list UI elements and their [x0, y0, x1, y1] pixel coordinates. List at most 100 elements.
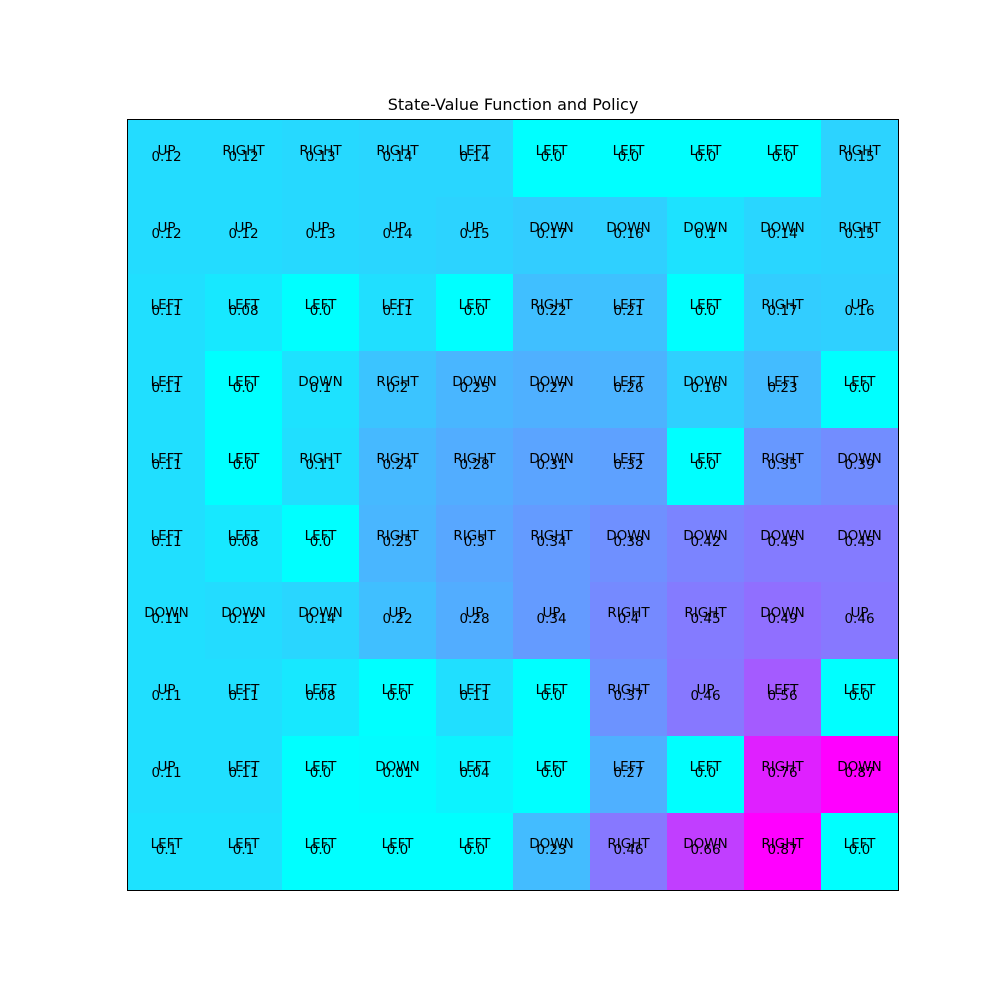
- heatmap-cell: LEFT 0.04: [436, 736, 513, 813]
- cell-action-label: LEFT: [227, 682, 260, 698]
- cell-action-label: DOWN: [375, 759, 420, 775]
- cell-value-label: 0.0: [848, 380, 871, 396]
- cell-action-label: UP: [157, 682, 176, 698]
- cell-value-label: 0.11: [228, 688, 259, 704]
- heatmap-cell: DOWN 0.11: [128, 582, 205, 659]
- heatmap-cell: RIGHT 0.76: [744, 736, 821, 813]
- cell-action-label: RIGHT: [761, 297, 804, 313]
- heatmap-cell: LEFT 0.0: [436, 813, 513, 890]
- heatmap-cell: DOWN 0.38: [590, 505, 667, 582]
- heatmap-cell: LEFT 0.0: [282, 505, 359, 582]
- heatmap-cell: LEFT 0.11: [128, 274, 205, 351]
- cell-action-label: LEFT: [689, 297, 722, 313]
- cell-value-label: 0.12: [151, 149, 182, 165]
- heatmap-cell: LEFT 0.27: [590, 736, 667, 813]
- cell-value-label: 0.04: [459, 765, 490, 781]
- cell-value-label: 0.08: [228, 534, 259, 550]
- cell-action-label: LEFT: [304, 297, 337, 313]
- heatmap-cell: RIGHT 0.15: [821, 120, 898, 197]
- cell-value-label: 0.26: [613, 380, 644, 396]
- cell-value-label: 0.38: [613, 534, 644, 550]
- cell-action-label: UP: [311, 220, 330, 236]
- cell-action-label: LEFT: [381, 297, 414, 313]
- cell-action-label: LEFT: [458, 143, 491, 159]
- cell-action-label: DOWN: [529, 220, 574, 236]
- cell-value-label: 0.08: [305, 688, 336, 704]
- heatmap-cell: LEFT 0.1: [128, 813, 205, 890]
- heatmap-cell: UP 0.22: [359, 582, 436, 659]
- cell-value-label: 0.17: [767, 303, 798, 319]
- cell-value-label: 0.0: [694, 765, 717, 781]
- cell-action-label: LEFT: [227, 528, 260, 544]
- heatmap-cell: LEFT 0.0: [282, 736, 359, 813]
- heatmap-cell: RIGHT 0.24: [359, 428, 436, 505]
- cell-action-label: UP: [388, 220, 407, 236]
- cell-value-label: 0.11: [459, 688, 490, 704]
- cell-value-label: 0.14: [382, 149, 413, 165]
- cell-value-label: 0.0: [463, 842, 486, 858]
- cell-action-label: RIGHT: [530, 528, 573, 544]
- heatmap-cell: DOWN 0.16: [667, 351, 744, 428]
- cell-action-label: LEFT: [458, 759, 491, 775]
- heatmap-cell: UP 0.12: [128, 120, 205, 197]
- cell-value-label: 0.0: [232, 380, 255, 396]
- cell-action-label: RIGHT: [376, 143, 419, 159]
- heatmap-cell: RIGHT 0.45: [667, 582, 744, 659]
- heatmap-cell: DOWN 0.45: [821, 505, 898, 582]
- cell-action-label: DOWN: [760, 528, 805, 544]
- cell-value-label: 0.46: [613, 842, 644, 858]
- cell-action-label: UP: [850, 605, 869, 621]
- cell-action-label: LEFT: [304, 682, 337, 698]
- heatmap-cell: LEFT 0.0: [821, 659, 898, 736]
- cell-action-label: UP: [157, 759, 176, 775]
- cell-action-label: RIGHT: [838, 220, 881, 236]
- cell-action-label: LEFT: [612, 451, 645, 467]
- cell-action-label: RIGHT: [299, 143, 342, 159]
- cell-value-label: 0.0: [463, 303, 486, 319]
- cell-action-label: LEFT: [150, 374, 183, 390]
- cell-value-label: 0.0: [540, 765, 563, 781]
- heatmap-cell: DOWN 0.01: [359, 736, 436, 813]
- heatmap-cell: RIGHT 0.17: [744, 274, 821, 351]
- cell-action-label: LEFT: [612, 759, 645, 775]
- cell-action-label: RIGHT: [453, 528, 496, 544]
- cell-action-label: DOWN: [452, 374, 497, 390]
- cell-value-label: 0.11: [305, 457, 336, 473]
- cell-value-label: 0.23: [536, 842, 567, 858]
- heatmap-cell: DOWN 0.49: [744, 582, 821, 659]
- cell-action-label: LEFT: [227, 374, 260, 390]
- cell-action-label: UP: [465, 220, 484, 236]
- heatmap-cell: RIGHT 0.15: [821, 197, 898, 274]
- cell-action-label: RIGHT: [530, 297, 573, 313]
- cell-action-label: UP: [157, 143, 176, 159]
- cell-value-label: 0.0: [694, 149, 717, 165]
- cell-value-label: 0.16: [690, 380, 721, 396]
- cell-value-label: 0.15: [844, 149, 875, 165]
- cell-action-label: LEFT: [689, 143, 722, 159]
- heatmap-cell: DOWN 0.14: [744, 197, 821, 274]
- cell-action-label: LEFT: [535, 143, 568, 159]
- heatmap-cell: DOWN 0.14: [282, 582, 359, 659]
- cell-value-label: 0.15: [459, 226, 490, 242]
- cell-action-label: RIGHT: [607, 836, 650, 852]
- cell-action-label: LEFT: [304, 836, 337, 852]
- cell-action-label: RIGHT: [684, 605, 727, 621]
- heatmap-cell: LEFT 0.0: [436, 274, 513, 351]
- cell-action-label: LEFT: [458, 297, 491, 313]
- heatmap-cell: UP 0.46: [821, 582, 898, 659]
- cell-value-label: 0.87: [767, 842, 798, 858]
- cell-action-label: RIGHT: [376, 528, 419, 544]
- heatmap-cell: DOWN 0.39: [821, 428, 898, 505]
- cell-action-label: LEFT: [381, 682, 414, 698]
- cell-action-label: RIGHT: [761, 836, 804, 852]
- heatmap-cell: RIGHT 0.11: [282, 428, 359, 505]
- cell-value-label: 0.12: [228, 611, 259, 627]
- cell-value-label: 0.14: [382, 226, 413, 242]
- cell-action-label: DOWN: [837, 451, 882, 467]
- heatmap-cell: LEFT 0.0: [282, 813, 359, 890]
- cell-value-label: 0.27: [536, 380, 567, 396]
- heatmap-cell: LEFT 0.11: [128, 505, 205, 582]
- cell-value-label: 0.45: [690, 611, 721, 627]
- cell-value-label: 0.35: [767, 457, 798, 473]
- cell-action-label: UP: [542, 605, 561, 621]
